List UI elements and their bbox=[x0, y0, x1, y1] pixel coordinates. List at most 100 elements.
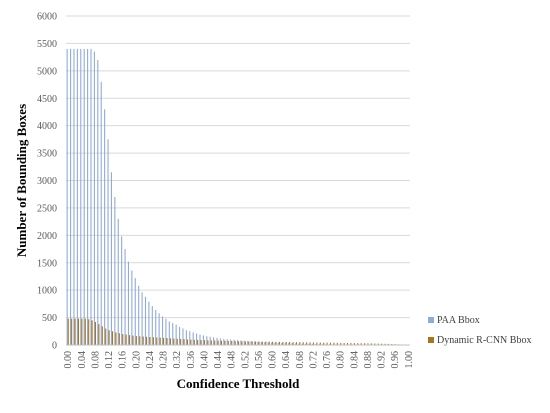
x-tick-label: 0.44 bbox=[213, 351, 224, 369]
x-tick-label: 0.96 bbox=[390, 351, 401, 369]
bars bbox=[67, 49, 410, 345]
bar-dynamic-r-cnn-bbox bbox=[119, 333, 120, 345]
bar-paa-bbox bbox=[189, 331, 190, 345]
bar-dynamic-r-cnn-bbox bbox=[214, 341, 215, 346]
bar-dynamic-r-cnn-bbox bbox=[238, 341, 239, 345]
bar-paa-bbox bbox=[155, 310, 156, 345]
y-tick-label: 5500 bbox=[37, 39, 57, 50]
bar-dynamic-r-cnn-bbox bbox=[160, 338, 161, 345]
bar-dynamic-r-cnn-bbox bbox=[129, 335, 130, 345]
bar-paa-bbox bbox=[94, 52, 95, 345]
bar-dynamic-r-cnn-bbox bbox=[132, 336, 133, 345]
bar-dynamic-r-cnn-bbox bbox=[98, 324, 99, 345]
y-tick-label: 5000 bbox=[37, 66, 57, 77]
bar-paa-bbox bbox=[244, 341, 245, 345]
x-tick-label: 0.60 bbox=[268, 351, 279, 369]
legend-label: Dynamic R-CNN Bbox bbox=[437, 335, 531, 346]
bar-paa-bbox bbox=[247, 341, 248, 345]
bar-dynamic-r-cnn-bbox bbox=[109, 330, 110, 345]
x-tick-label: 0.12 bbox=[104, 351, 115, 369]
bar-dynamic-r-cnn-bbox bbox=[190, 340, 191, 345]
legend-swatch bbox=[428, 317, 434, 323]
y-tick-label: 4000 bbox=[37, 121, 57, 132]
bar-dynamic-r-cnn-bbox bbox=[207, 340, 208, 345]
bar-paa-bbox bbox=[121, 236, 122, 345]
bar-paa-bbox bbox=[199, 335, 200, 345]
x-tick-label: 0.36 bbox=[186, 351, 197, 369]
bar-paa-bbox bbox=[142, 292, 143, 345]
bar-dynamic-r-cnn-bbox bbox=[248, 341, 249, 345]
bar-dynamic-r-cnn-bbox bbox=[204, 340, 205, 345]
bar-paa-bbox bbox=[77, 49, 78, 345]
bar-paa-bbox bbox=[73, 49, 74, 345]
x-tick-label: 0.24 bbox=[145, 351, 156, 369]
bar-paa-bbox bbox=[237, 340, 238, 345]
bar-paa-bbox bbox=[128, 262, 129, 345]
x-tick-label: 0.20 bbox=[131, 351, 142, 369]
x-tick-label: 0.32 bbox=[172, 351, 183, 369]
bar-paa-bbox bbox=[169, 321, 170, 345]
bar-dynamic-r-cnn-bbox bbox=[235, 341, 236, 345]
bar-dynamic-r-cnn-bbox bbox=[85, 319, 86, 345]
legend: PAA Bbox Dynamic R-CNN Bbox bbox=[428, 315, 531, 346]
bar-paa-bbox bbox=[111, 172, 112, 345]
x-tick-label: 0.00 bbox=[63, 351, 74, 369]
bar-paa-bbox bbox=[203, 335, 204, 345]
y-tick-label: 4500 bbox=[37, 94, 57, 105]
bar-dynamic-r-cnn-bbox bbox=[143, 337, 144, 346]
bar-dynamic-r-cnn-bbox bbox=[112, 331, 113, 345]
bar-paa-bbox bbox=[80, 49, 81, 345]
bar-dynamic-r-cnn-bbox bbox=[194, 340, 195, 345]
bar-dynamic-r-cnn-bbox bbox=[156, 337, 157, 345]
bar-paa-bbox bbox=[176, 325, 177, 345]
bar-paa-bbox bbox=[145, 297, 146, 345]
y-tick-labels: 0500100015002000250030003500400045005000… bbox=[37, 12, 57, 352]
bar-dynamic-r-cnn-bbox bbox=[241, 341, 242, 345]
bar-dynamic-r-cnn-bbox bbox=[180, 339, 181, 345]
y-tick-label: 1000 bbox=[37, 286, 57, 297]
x-tick-label: 0.84 bbox=[349, 351, 360, 369]
bar-paa-bbox bbox=[213, 337, 214, 345]
bar-paa-bbox bbox=[135, 278, 136, 345]
bar-paa-bbox bbox=[227, 339, 228, 345]
bar-dynamic-r-cnn-bbox bbox=[115, 332, 116, 345]
y-tick-label: 0 bbox=[52, 341, 57, 352]
bar-dynamic-r-cnn-bbox bbox=[105, 329, 106, 345]
bar-paa-bbox bbox=[230, 340, 231, 345]
bar-dynamic-r-cnn-bbox bbox=[187, 339, 188, 345]
bar-paa-bbox bbox=[90, 49, 91, 345]
x-tick-label: 0.28 bbox=[159, 351, 170, 369]
x-tick-label: 0.56 bbox=[254, 351, 265, 369]
bar-dynamic-r-cnn-bbox bbox=[126, 335, 127, 345]
bar-dynamic-r-cnn-bbox bbox=[78, 319, 79, 345]
bar-dynamic-r-cnn-bbox bbox=[197, 340, 198, 345]
x-tick-label: 0.64 bbox=[281, 351, 292, 369]
bar-dynamic-r-cnn-bbox bbox=[255, 342, 256, 345]
x-tick-label: 0.68 bbox=[295, 351, 306, 369]
y-tick-label: 3500 bbox=[37, 149, 57, 160]
bar-paa-bbox bbox=[210, 337, 211, 345]
legend-label: PAA Bbox bbox=[437, 315, 480, 326]
bar-paa-bbox bbox=[152, 306, 153, 345]
bar-paa-bbox bbox=[254, 341, 255, 345]
bar-dynamic-r-cnn-bbox bbox=[163, 338, 164, 345]
bar-dynamic-r-cnn-bbox bbox=[221, 341, 222, 345]
bar-paa-bbox bbox=[114, 197, 115, 345]
bar-dynamic-r-cnn-bbox bbox=[146, 337, 147, 345]
x-tick-label: 0.76 bbox=[322, 351, 333, 369]
bar-paa-bbox bbox=[193, 332, 194, 345]
bar-paa-bbox bbox=[101, 82, 102, 345]
bar-paa-bbox bbox=[251, 341, 252, 345]
bar-dynamic-r-cnn-bbox bbox=[88, 319, 89, 345]
bar-dynamic-r-cnn-bbox bbox=[149, 337, 150, 345]
bar-paa-bbox bbox=[97, 60, 98, 345]
y-axis-title: Number of Bounding Boxes bbox=[14, 104, 29, 257]
bar-paa-bbox bbox=[223, 339, 224, 345]
bar-dynamic-r-cnn-bbox bbox=[71, 319, 72, 345]
y-tick-label: 2000 bbox=[37, 231, 57, 242]
bar-dynamic-r-cnn-bbox bbox=[102, 326, 103, 345]
bar-paa-bbox bbox=[165, 319, 166, 345]
legend-swatch bbox=[428, 337, 434, 343]
